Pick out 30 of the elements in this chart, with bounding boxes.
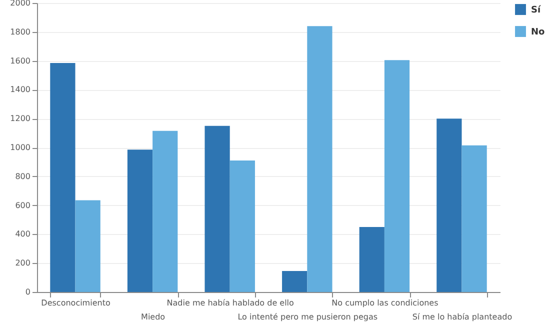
x-tick-label: Lo intenté pero me pusieron pegas	[238, 312, 378, 322]
bar	[436, 118, 462, 292]
bar	[359, 226, 384, 292]
y-tick-label: 800	[15, 172, 30, 181]
legend-label: Sí	[531, 4, 542, 16]
bar	[127, 150, 153, 292]
bar	[204, 126, 230, 292]
y-tick-label: 600	[15, 200, 30, 210]
x-tick-label: Nadie me había hablado de ello	[166, 298, 294, 308]
y-tick-label: 1600	[10, 56, 30, 66]
x-tick-label: Desconocimiento	[41, 298, 110, 308]
y-tick-label: 1000	[10, 143, 30, 152]
y-tick-label: 200	[15, 258, 30, 268]
bar	[230, 160, 255, 292]
x-tick-label: Miedo	[141, 312, 166, 322]
x-tick-label: Sí me lo había planteado	[412, 312, 512, 322]
y-tick-label: 1400	[10, 85, 30, 94]
x-tick-label: No cumplo las condiciones	[332, 298, 438, 308]
bar	[282, 271, 308, 292]
y-tick-label: 400	[15, 230, 30, 239]
y-tick-label: 0	[25, 288, 30, 296]
bar	[462, 145, 487, 292]
legend-label: No	[531, 28, 545, 38]
y-tick-label: 1800	[10, 27, 30, 36]
bar	[152, 130, 178, 292]
bar	[307, 26, 332, 292]
bar	[50, 62, 76, 292]
bar	[75, 200, 100, 292]
y-tick-label: 1200	[10, 114, 30, 124]
bar	[384, 60, 410, 292]
